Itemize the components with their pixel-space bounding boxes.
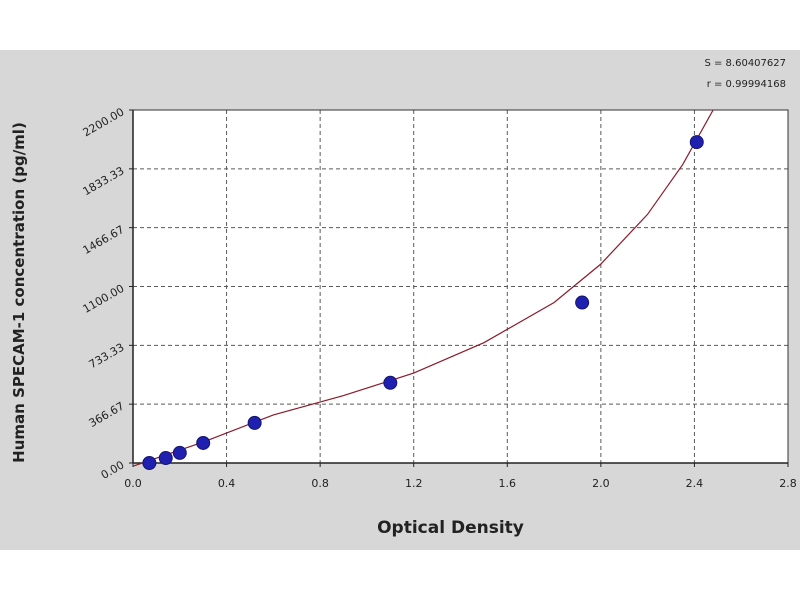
- x-tick-label: 0.0: [124, 477, 142, 490]
- fit-stat-s: S = 8.60407627: [704, 58, 786, 69]
- data-point: [158, 451, 173, 466]
- x-axis-title: Optical Density: [377, 518, 524, 538]
- data-point: [575, 295, 590, 310]
- y-axis-title: Human SPECAM-1 concentration (pg/ml): [10, 122, 28, 463]
- fit-stat-r: r = 0.99994168: [707, 79, 786, 90]
- data-point: [172, 445, 187, 460]
- x-tick-label: 0.8: [311, 477, 329, 490]
- data-point: [247, 415, 262, 430]
- x-tick-label: 0.4: [218, 477, 236, 490]
- y-tick-label: 1466.67: [81, 223, 127, 257]
- y-tick-label: 2200.00: [81, 105, 127, 139]
- y-tick-label: 366.67: [87, 400, 127, 431]
- y-tick-label: 733.33: [87, 341, 127, 372]
- x-tick-label: 2.8: [779, 477, 797, 490]
- data-point: [142, 456, 157, 470]
- x-tick-label: 1.2: [405, 477, 423, 490]
- data-point: [196, 435, 211, 450]
- plot-area: [133, 110, 788, 463]
- y-tick-label: 0.00: [99, 458, 127, 482]
- data-point: [689, 135, 704, 150]
- x-tick-label: 2.0: [592, 477, 610, 490]
- y-tick-label: 1100.00: [81, 282, 127, 316]
- x-tick-label: 2.4: [686, 477, 704, 490]
- data-points: [142, 135, 704, 470]
- x-tick-label: 1.6: [499, 477, 517, 490]
- y-tick-label: 1833.33: [81, 164, 127, 198]
- data-point: [383, 375, 398, 390]
